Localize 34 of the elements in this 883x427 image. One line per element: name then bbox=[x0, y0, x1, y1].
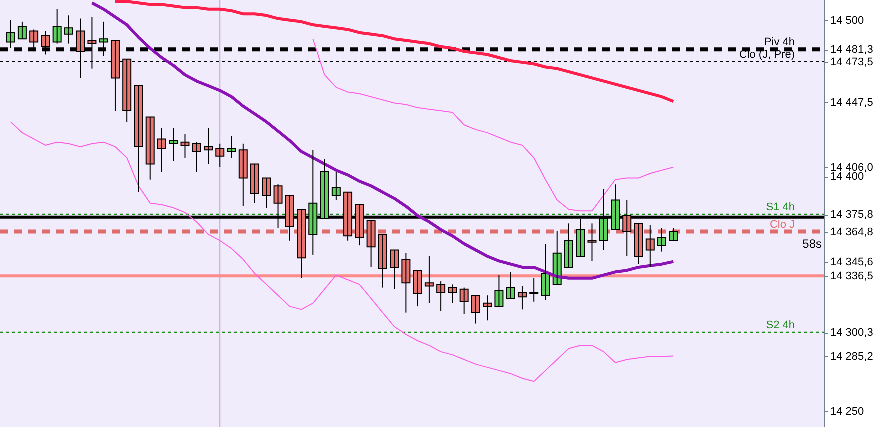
ref-line-label: Clo J bbox=[770, 218, 795, 231]
y-tick-label: 14 364,8 bbox=[830, 226, 874, 238]
line-series bbox=[114, 0, 676, 104]
candlestick bbox=[64, 15, 74, 44]
candlestick bbox=[18, 21, 27, 40]
ref-line-label: S2 4h bbox=[766, 320, 795, 332]
y-tick-label: 14 400 bbox=[830, 171, 864, 184]
candlestick bbox=[436, 281, 446, 312]
candlestick bbox=[216, 143, 225, 168]
candlestick bbox=[250, 164, 260, 204]
y-tick-label: 14 345,6 bbox=[830, 256, 874, 268]
y-tick-label: 14 481,3 bbox=[830, 44, 874, 56]
y-tick-label: 14 447,5 bbox=[830, 96, 874, 109]
line-series bbox=[312, 38, 674, 212]
candlestick bbox=[332, 172, 341, 201]
line-series bbox=[10, 122, 674, 382]
candlestick bbox=[238, 143, 248, 207]
y-tick-label: 14 375,8 bbox=[830, 209, 874, 222]
y-tick-label: 14 500 bbox=[830, 14, 864, 27]
ref-line-label: S1 4h bbox=[766, 202, 795, 214]
candlestick bbox=[460, 287, 469, 315]
y-tick-label: 14 473,5 bbox=[830, 56, 874, 68]
y-tick-label: 14 300,3 bbox=[830, 327, 874, 340]
candlestick bbox=[471, 295, 480, 324]
y-tick-label: 14 336,5 bbox=[830, 270, 874, 283]
candlestick bbox=[157, 128, 166, 173]
y-tick-label: 14 250 bbox=[830, 406, 864, 418]
annotation: 58s bbox=[802, 237, 822, 251]
candlestick bbox=[413, 270, 422, 308]
ref-line-label: Piv 4h bbox=[764, 36, 795, 49]
candlestick bbox=[658, 228, 667, 252]
candlestick bbox=[669, 228, 678, 242]
candlestick bbox=[530, 278, 539, 302]
y-tick-label: 14 285,2 bbox=[830, 350, 874, 363]
